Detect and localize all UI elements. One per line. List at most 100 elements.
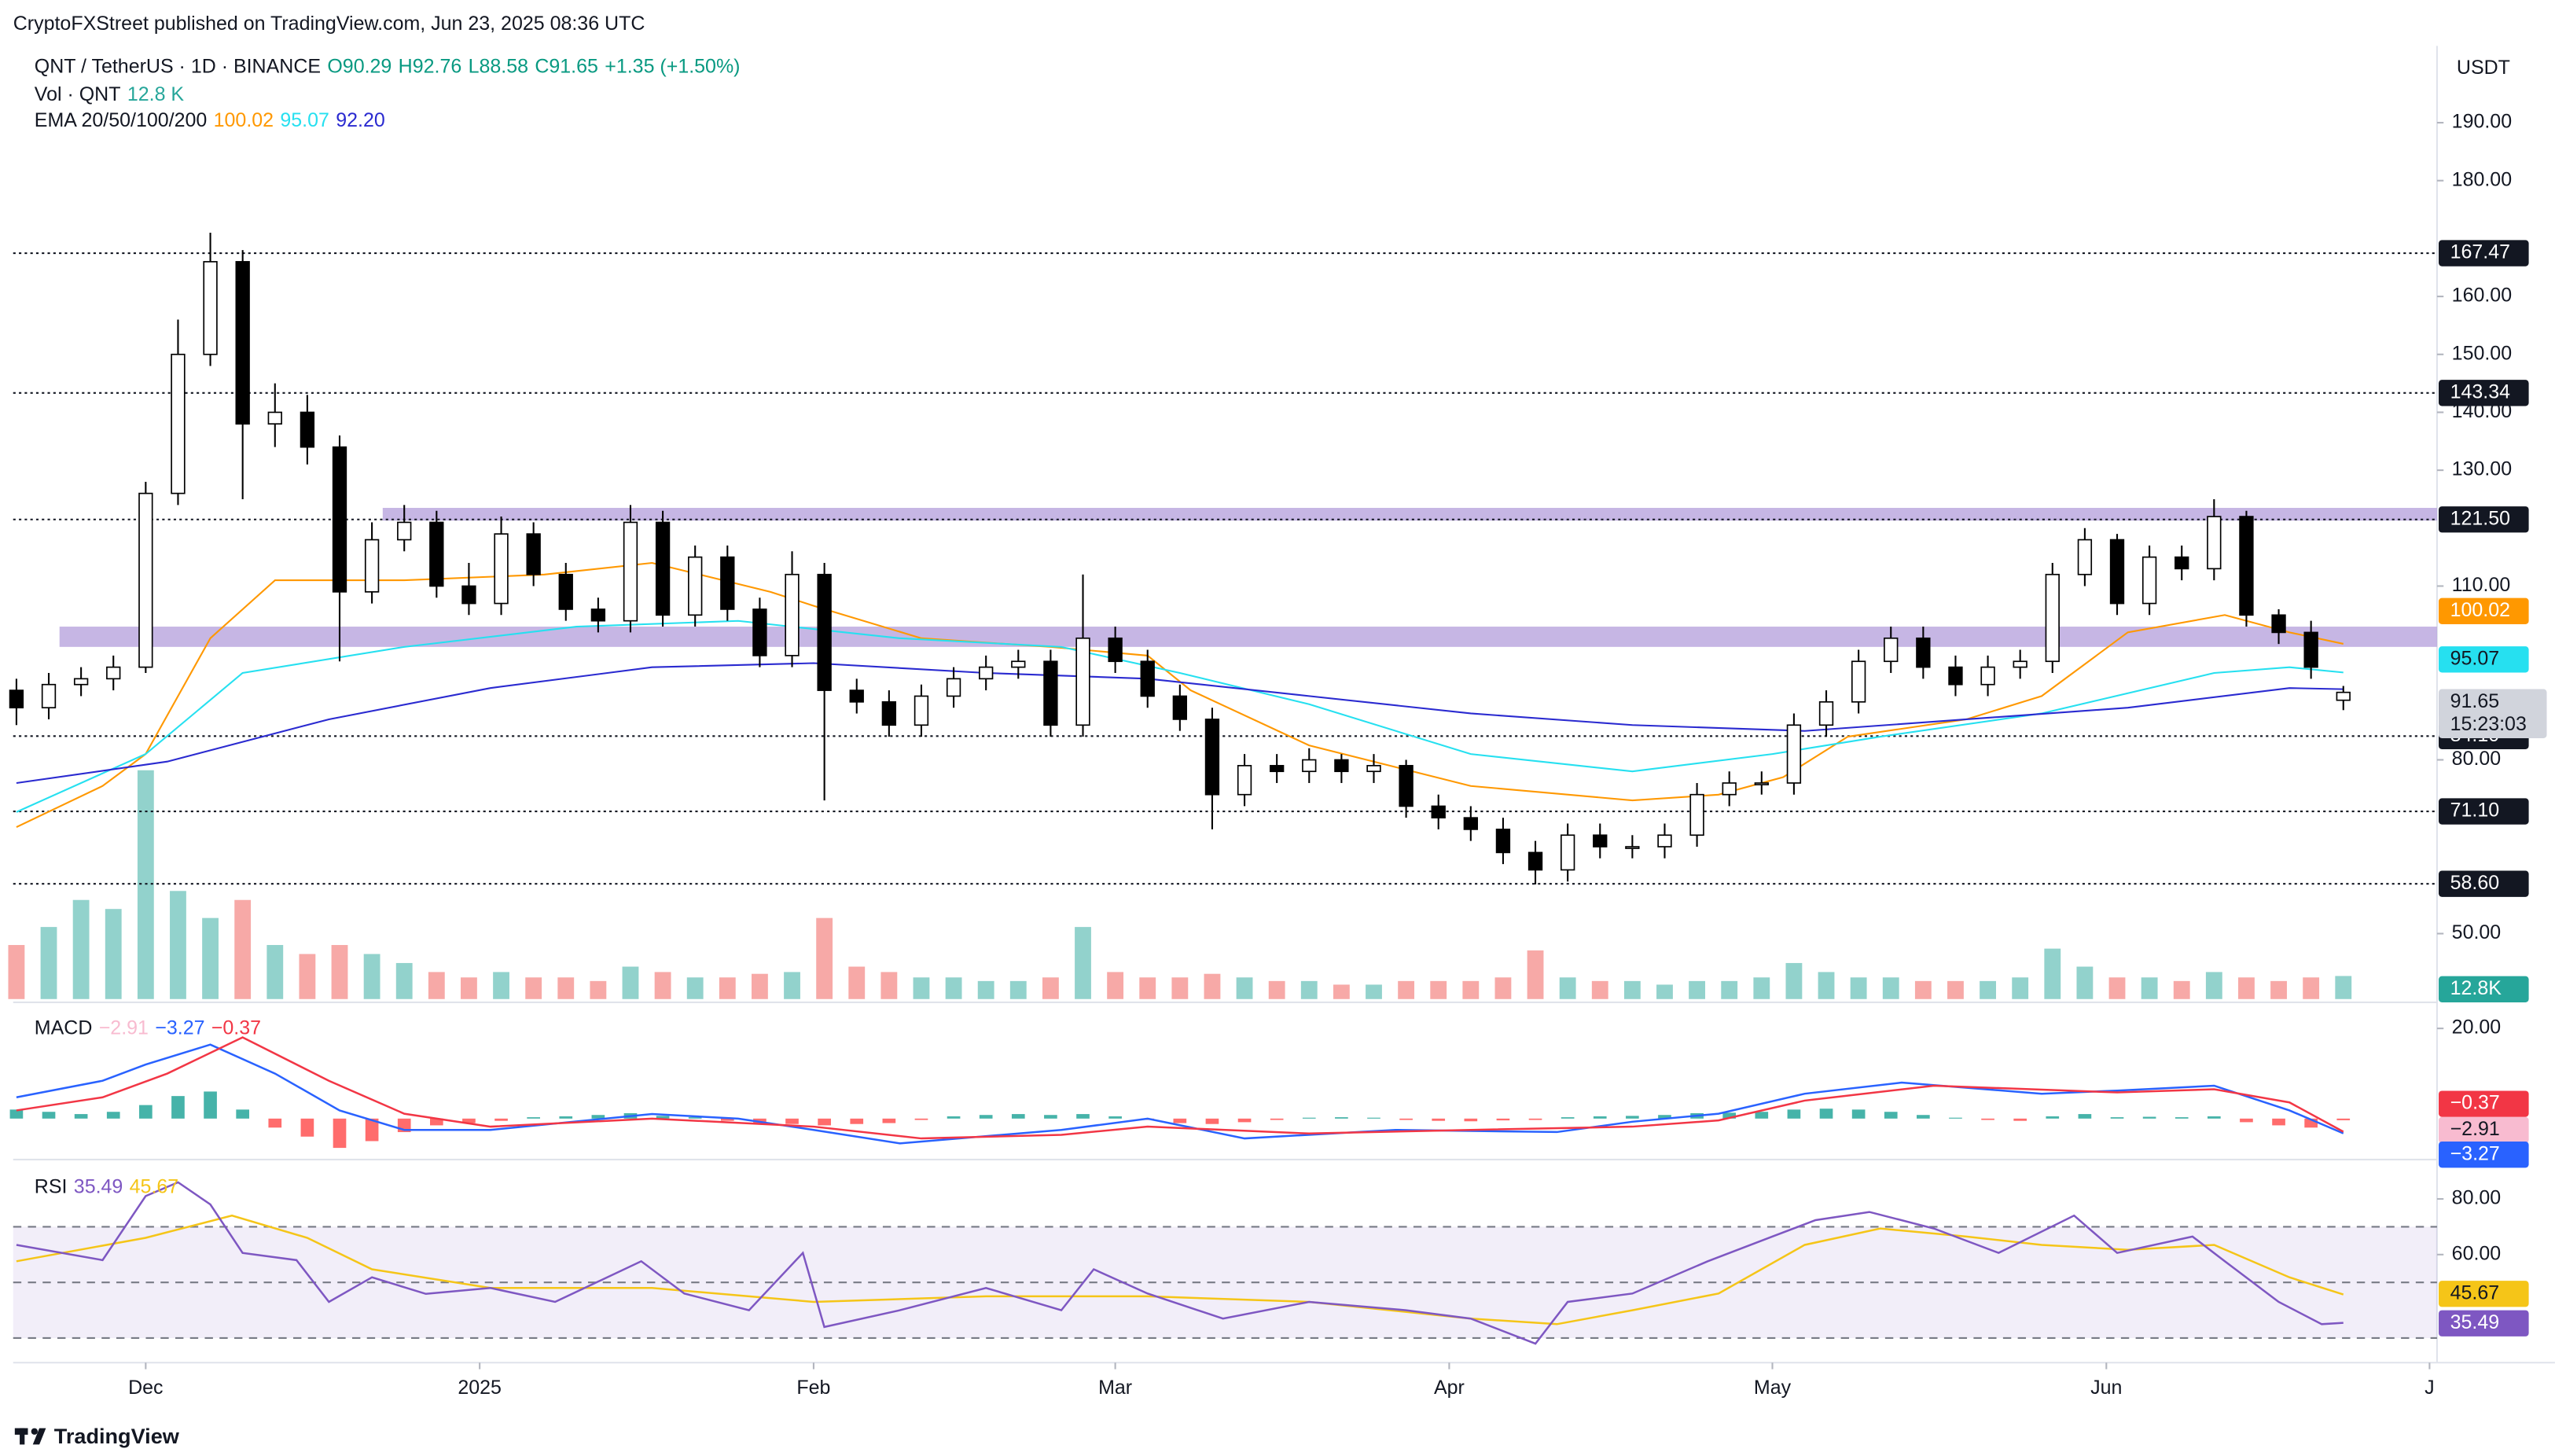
macd-histogram-bar [1917,1115,1930,1119]
macd-histogram-bar [1981,1118,1994,1120]
macd-histogram-bar [2240,1118,2253,1123]
candle-body [1851,660,1866,703]
macd-histogram-bar [2304,1118,2318,1128]
candle-body [914,695,929,726]
volume-bar [622,966,639,999]
x-tick-label: J [2424,1377,2435,1399]
volume-value-label-box [2439,976,2529,1002]
macd-histogram-bar [1108,1116,1122,1119]
volume-bar [557,977,575,999]
candle-body [655,521,671,616]
macd-histogram-bar [2272,1118,2285,1126]
macd-histogram-bar [2175,1117,2189,1119]
candle-body [881,700,897,726]
volume-bar [1882,977,1899,999]
candle-body [1948,666,1963,686]
volume-bar [1559,977,1576,999]
volume-bar [1075,927,1091,999]
macd-histogram-bar [1851,1109,1866,1119]
macd-histogram-bar [1658,1115,1671,1119]
rsi-ma-value-label: 45.67 [2450,1281,2500,1303]
macd-histogram-bar [688,1117,702,1119]
volume-bar [1107,972,1124,999]
macd-histogram-bar [1464,1118,1478,1122]
volume-bar [1171,977,1189,999]
symbol: QNT / TetherUS · 1D · BINANCE [35,55,321,77]
macd-histogram-bar [1076,1114,1090,1119]
macd-histogram-bar [1884,1112,1898,1119]
level-label-box [2439,240,2529,267]
last-price-box [2439,689,2547,738]
candle-body [1916,637,1931,668]
volume-bar [525,977,542,999]
volume-bar [2141,977,2158,999]
signal-value: −2.91 [99,1017,149,1039]
candle-body [2141,556,2157,605]
candle-body [1818,700,1834,726]
legend: RSI 35.49 45.67 [35,1175,178,1197]
volume-bar [8,945,25,999]
x-tick-label: Jun [2090,1377,2122,1399]
volume-bar [363,954,380,999]
y-tick-label: 80.00 [2452,748,2502,770]
candle-body [720,556,735,610]
macd-histogram-bar [1399,1118,1413,1120]
volume-bar [1689,980,1706,999]
macd-label: MACD [35,1017,93,1039]
volume-bar [1139,977,1156,999]
macd-histogram-bar [1173,1118,1187,1123]
y-tick-label: 60.00 [2452,1242,2502,1264]
level-label: 143.34 [2450,381,2511,403]
macd-histogram-bar [333,1118,347,1149]
histogram-value-label-box [2439,1090,2529,1117]
macd-histogram-bar [1432,1118,1446,1121]
volume-bar [1333,984,1350,999]
macd-histogram-bar [559,1116,573,1119]
volume-bar [945,977,962,999]
candle-body [1204,719,1220,796]
signal-line [16,1036,2344,1140]
macd-histogram-bar [527,1117,540,1119]
candle-body [785,573,800,656]
volume-bar [848,966,866,999]
volume-bar [299,954,316,999]
volume-bar [654,972,671,999]
macd-histogram-bar [171,1096,185,1119]
y-tick-label: 190.00 [2452,111,2512,133]
macd-histogram-bar [1593,1116,1607,1119]
volume-bar [913,977,930,999]
candle-body [429,521,444,587]
x-tick-label: Mar [1098,1377,1132,1399]
volume-bar [1009,980,1027,999]
macd-histogram-bar [2208,1116,2221,1119]
volume-bar [1462,980,1480,999]
macd-histogram-bar [365,1118,379,1142]
macd-histogram-bar [882,1118,896,1123]
histogram-value: −0.37 [211,1017,261,1039]
macd-histogram-bar [1496,1118,1510,1121]
rsi-value-label-box [2439,1310,2529,1337]
candle-body [1754,782,1769,785]
macd-line [16,1043,2344,1145]
candle-body [1140,660,1155,697]
volume-bar [752,973,768,999]
macd-histogram-bar [2078,1114,2092,1119]
ema-value: 100.02 [214,109,274,131]
candle-body [2013,660,2027,668]
candle-body [1172,695,1188,720]
legend: QNT / TetherUS · 1D · BINANCE O90.29 H92.7… [35,55,741,77]
macd-histogram-bar [268,1118,282,1128]
volume-bar [1494,977,1512,999]
macd-histogram-bar [2110,1117,2124,1119]
volume-bar [1947,980,1964,999]
volume-bar [1366,984,1382,999]
candle-body [1560,834,1575,871]
volume-bar [331,945,348,999]
macd-histogram-bar [914,1118,928,1120]
macd-histogram-bar [106,1112,120,1119]
y-tick-label: 50.00 [2452,921,2502,943]
volume-bar [1850,977,1867,999]
candle-body [2175,556,2189,570]
candle-body [332,446,347,593]
brand-logo [14,1428,46,1445]
